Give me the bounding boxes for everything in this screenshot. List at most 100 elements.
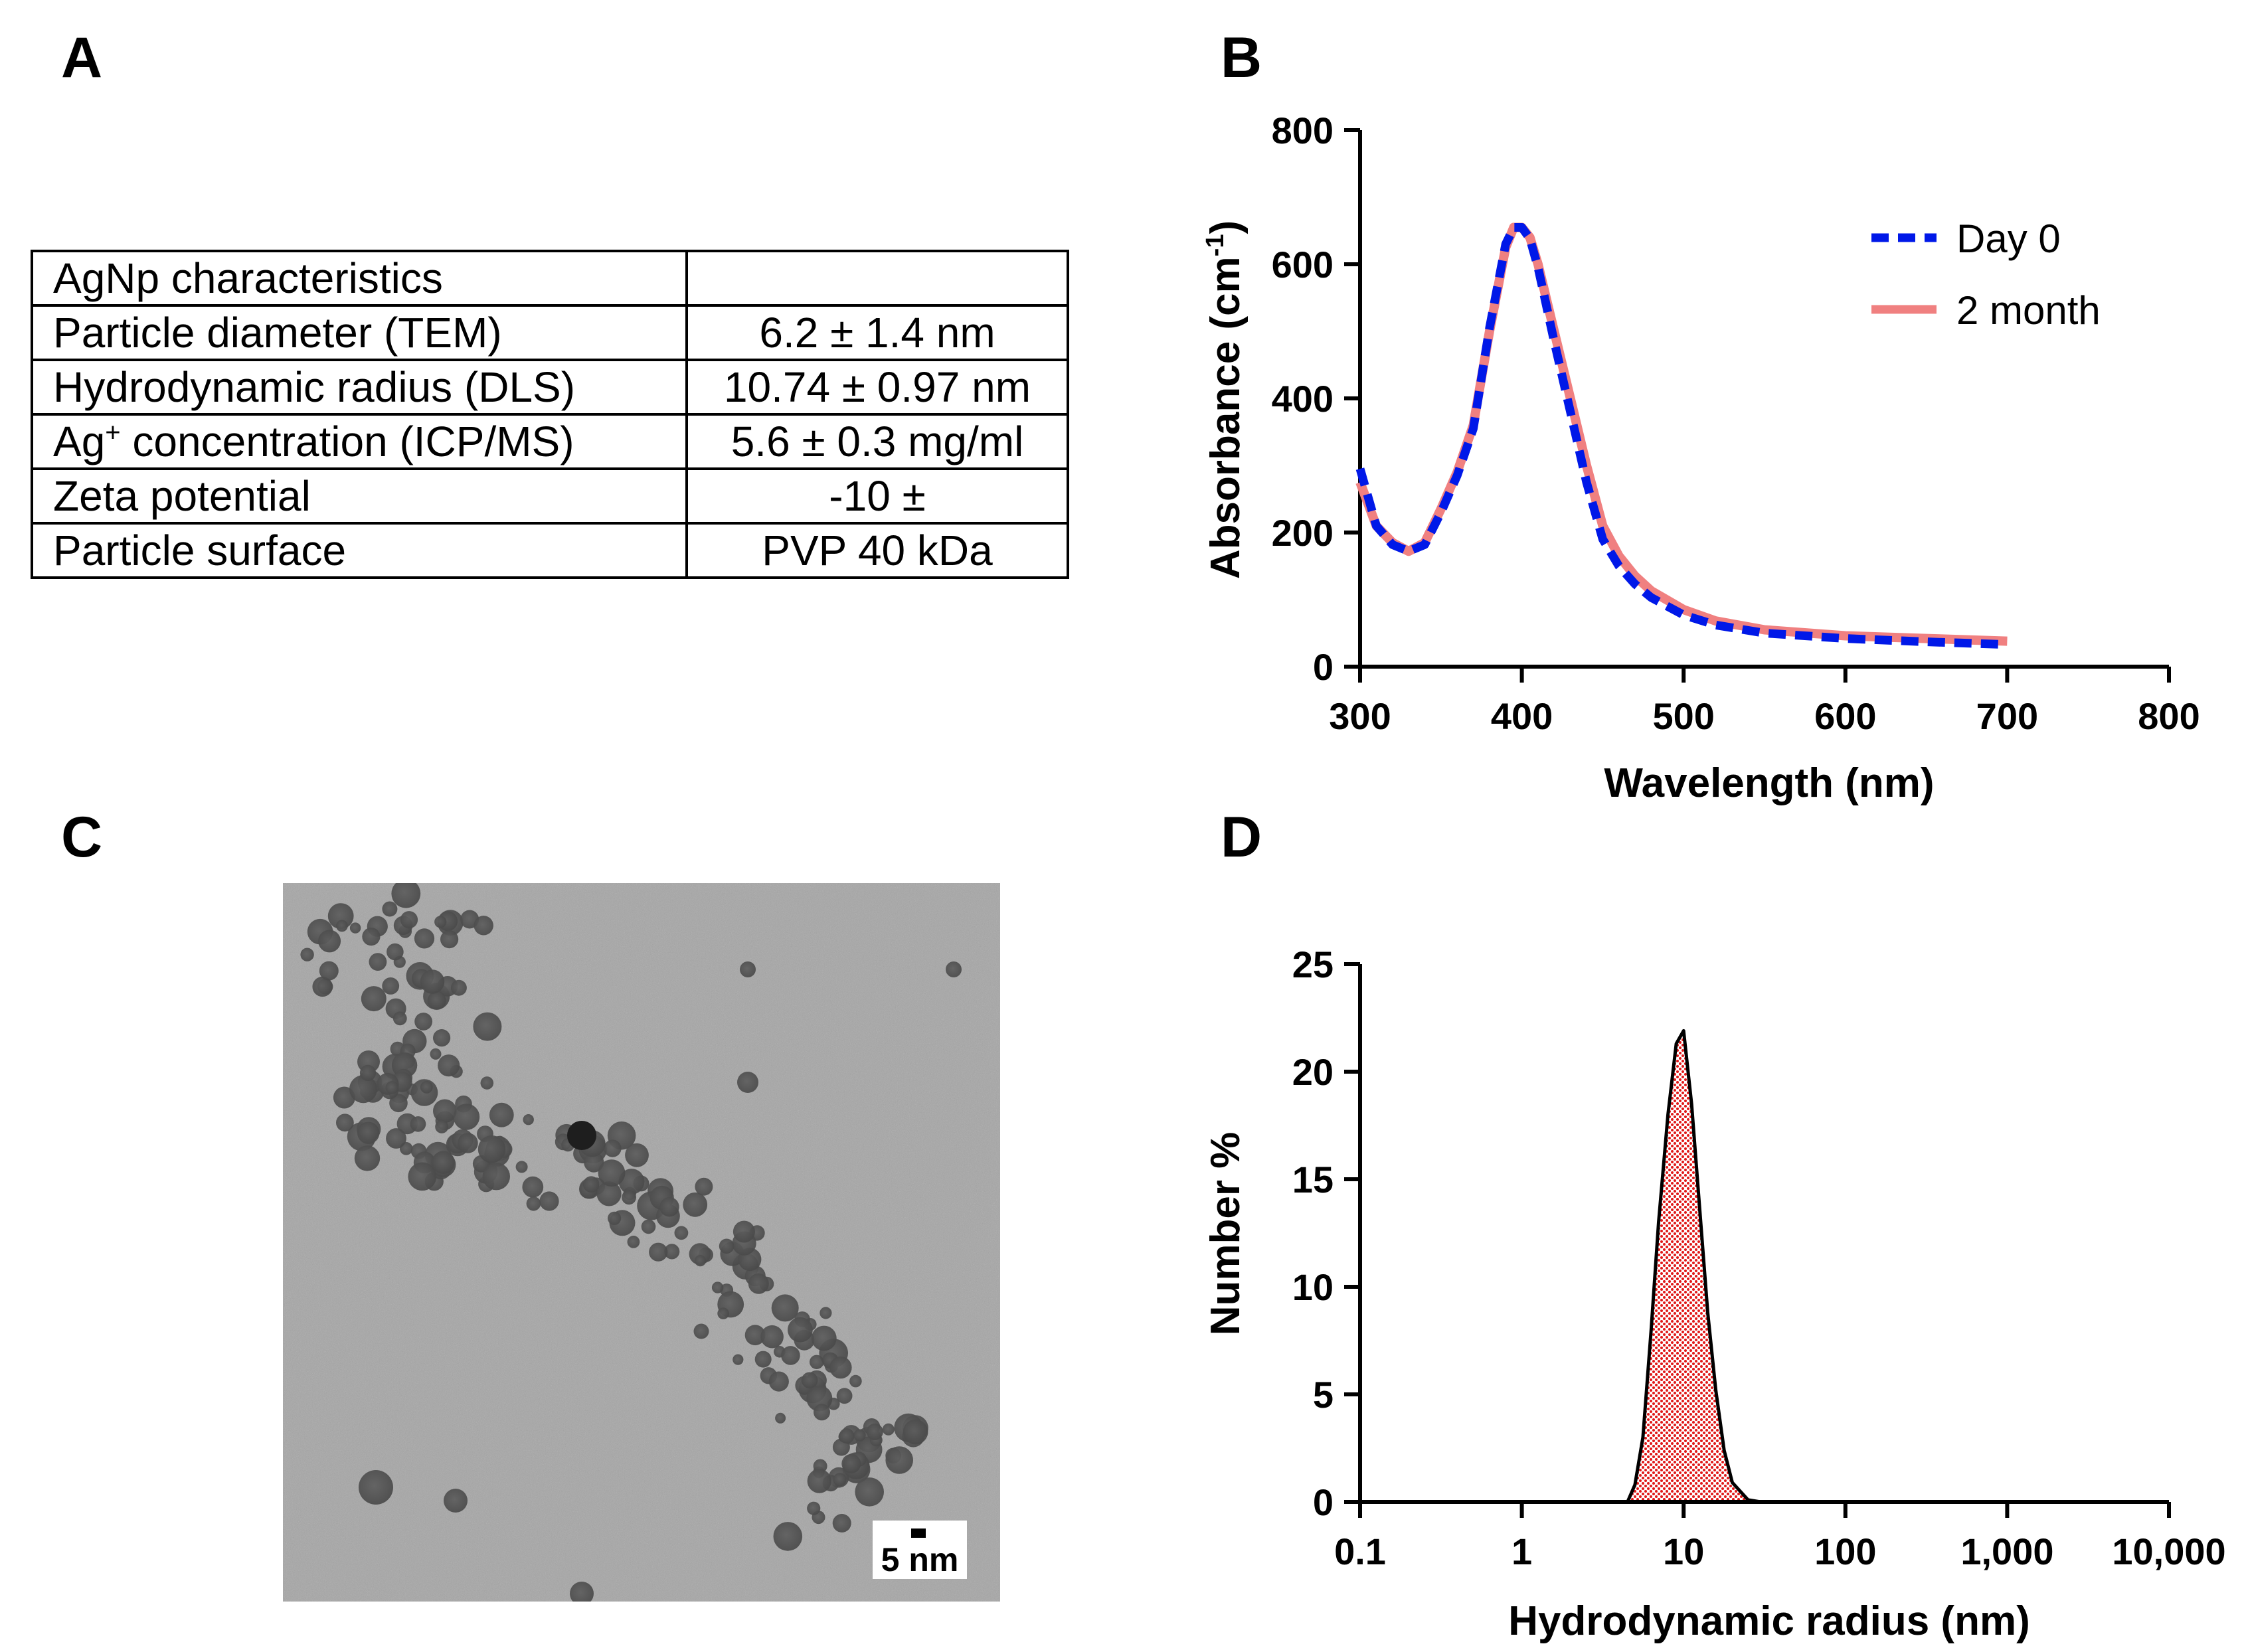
nanoparticle (450, 979, 467, 996)
nanoparticle (885, 1446, 913, 1474)
x-tick-label: 500 (1652, 695, 1714, 737)
nanoparticle (389, 1094, 408, 1113)
nanoparticle (582, 1176, 600, 1193)
nanoparticle (733, 1220, 755, 1243)
nanoparticle (819, 1307, 832, 1319)
series-line-2-month (1355, 222, 2008, 646)
nanoparticle (391, 883, 421, 908)
characteristics-table: AgNp characteristics Particle diameter (… (31, 250, 1069, 579)
nanoparticle (433, 1029, 451, 1047)
nanoparticle (420, 969, 445, 994)
table-cell-value: 6.2 ± 1.4 nm (685, 304, 1069, 361)
nanoparticle (806, 1385, 833, 1412)
nanoparticle (392, 1011, 407, 1026)
nanoparticle (855, 1477, 884, 1507)
table-cell-value: 5.6 ± 0.3 mg/ml (685, 413, 1069, 470)
nanoparticle (733, 1354, 744, 1365)
x-axis-label: Wavelength (nm) (1604, 760, 1934, 806)
nanoparticle (359, 1470, 393, 1505)
nanoparticle (474, 916, 493, 936)
nanoparticle (382, 901, 398, 917)
nanoparticle (771, 1294, 799, 1322)
nanoparticle (567, 1121, 596, 1150)
nanoparticle (833, 1473, 847, 1487)
nanoparticle (526, 1197, 541, 1211)
nanoparticle (836, 1388, 853, 1404)
nanoparticle (357, 1121, 380, 1144)
nanoparticle (433, 1099, 457, 1123)
table-cell-label: AgNp characteristics (31, 250, 688, 307)
nanoparticle (814, 1404, 830, 1421)
nanoparticle (354, 1145, 381, 1171)
nanoparticle (312, 976, 333, 997)
nanoparticle (300, 948, 314, 961)
x-tick-label: 300 (1329, 695, 1391, 737)
nanoparticle (811, 1325, 837, 1351)
nanoparticle (523, 1114, 534, 1125)
nanoparticle (414, 1013, 432, 1031)
nanoparticle (744, 1325, 766, 1346)
nanoparticle (754, 1351, 772, 1368)
nanoparticle (427, 991, 446, 1010)
nanoparticle (438, 1054, 460, 1077)
table-row: AgNp characteristics (31, 250, 1069, 307)
nanoparticle (336, 920, 348, 932)
table-cell-value: -10 ± (685, 467, 1069, 525)
nanoparticle (539, 1191, 559, 1211)
nanoparticle (458, 1133, 478, 1153)
scale-bar (911, 1528, 926, 1538)
series-line-day-0 (1355, 223, 2008, 649)
nanoparticle (414, 928, 435, 949)
nanoparticle (719, 1238, 734, 1254)
nanoparticle (717, 1307, 729, 1319)
nanoparticle (473, 1012, 502, 1041)
table-row: Ag+ concentration (ICP/MS) 5.6 ± 0.3 mg/… (31, 413, 1069, 470)
table-cell-value: 10.74 ± 0.97 nm (685, 359, 1069, 416)
nanoparticle (482, 1163, 510, 1191)
nanoparticle (674, 1226, 689, 1240)
nanoparticle (768, 1371, 789, 1392)
scale-bar-label: 5 nm (881, 1541, 959, 1578)
nanoparticle (386, 1128, 406, 1149)
table-cell-value: PVP 40 kDa (685, 522, 1069, 579)
nanoparticle (627, 1236, 640, 1248)
legend-label-day0: Day 0 (1956, 216, 2061, 261)
nanoparticle (420, 1081, 433, 1094)
nanoparticle (430, 1048, 442, 1060)
table-row: Zeta potential -10 ± (31, 467, 1069, 525)
nanoparticle (781, 1346, 800, 1365)
nanoparticle (369, 953, 387, 971)
table-row: Particle surface PVP 40 kDa (31, 522, 1069, 579)
nanoparticle (641, 1219, 656, 1234)
nanoparticle (882, 1423, 895, 1436)
nanoparticle (788, 1317, 813, 1343)
nanoparticle (319, 961, 339, 981)
table-cell-label: Zeta potential (31, 467, 688, 525)
nanoparticle (336, 1114, 354, 1132)
table-row: Hydrodynamic radius (DLS) 10.74 ± 0.97 n… (31, 359, 1069, 416)
table-cell-label: Particle diameter (TEM) (31, 304, 688, 361)
nanoparticle (434, 916, 447, 928)
nanoparticle (683, 1192, 708, 1217)
nanoparticle (775, 1412, 786, 1424)
nanoparticle (453, 1104, 480, 1130)
nanoparticle (711, 1281, 724, 1293)
nanoparticle (801, 1372, 818, 1389)
label-prefix: Ag (53, 418, 106, 465)
y-tick-label: 200 (1272, 512, 1334, 554)
nanoparticle (480, 1076, 494, 1090)
nanoparticle-cluster (300, 883, 962, 1602)
nanoparticle (408, 1162, 437, 1191)
nanoparticle (349, 922, 361, 934)
y-tick-label: 600 (1272, 244, 1334, 286)
table-cell-value (685, 250, 1069, 307)
nanoparticle (584, 1152, 604, 1173)
x-tick-label: 400 (1491, 695, 1553, 737)
nanoparticle (693, 1323, 709, 1339)
y-tick-label: 400 (1272, 378, 1334, 420)
nanoparticle (946, 961, 962, 977)
nanoparticle (773, 1522, 803, 1551)
nanoparticle (598, 1159, 626, 1187)
nanoparticle (382, 977, 400, 995)
x-tick-label: 600 (1814, 695, 1876, 737)
